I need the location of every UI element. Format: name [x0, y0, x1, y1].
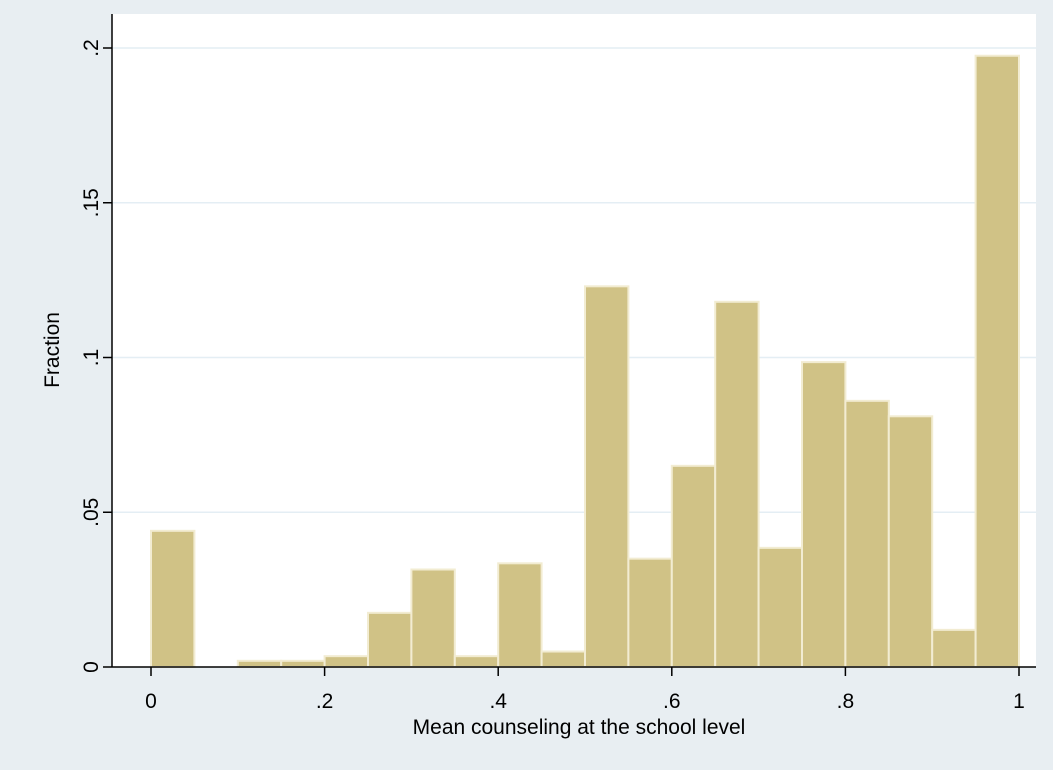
histogram-bar	[844, 399, 890, 668]
histogram-bar	[714, 300, 760, 668]
y-axis-ticks: 0 .05 .1 .15 .2	[80, 39, 112, 673]
histogram-bar	[323, 655, 370, 668]
y-tick-label: .2	[80, 39, 103, 57]
y-tick-label: .15	[80, 188, 103, 217]
x-tick-label: .4	[489, 690, 507, 713]
histogram-bar	[670, 464, 717, 669]
histogram-bar	[497, 562, 543, 669]
y-tick-label: .1	[80, 349, 103, 367]
histogram-bar	[540, 650, 586, 669]
x-axis-title: Mean counseling at the school level	[413, 716, 746, 739]
y-axis-title: Fraction	[41, 312, 64, 388]
histogram-bar	[150, 529, 196, 668]
histogram-bar	[627, 557, 673, 668]
x-tick-label: .8	[837, 690, 855, 713]
histogram-bar	[801, 361, 847, 668]
x-tick-label: .2	[316, 690, 334, 713]
y-tick-label: 0	[80, 661, 103, 673]
histogram-bar	[367, 611, 413, 669]
histogram-bar	[410, 568, 456, 669]
histogram-bar	[757, 546, 803, 669]
x-tick-label: .6	[663, 690, 681, 713]
x-tick-label: 0	[145, 690, 157, 713]
y-tick-label: .05	[80, 498, 103, 527]
histogram-bar	[974, 54, 1020, 669]
histogram-bar	[584, 285, 630, 668]
histogram-bar	[887, 415, 934, 668]
histogram-bar	[453, 655, 500, 668]
bars-group	[150, 54, 1020, 669]
histogram-bar	[236, 659, 283, 668]
axes	[111, 14, 1036, 668]
x-axis-ticks: 0 .2 .4 .6 .8 1	[145, 667, 1025, 713]
histogram-bar	[280, 659, 326, 668]
x-tick-label: 1	[1013, 690, 1025, 713]
histogram-bar	[931, 628, 977, 668]
